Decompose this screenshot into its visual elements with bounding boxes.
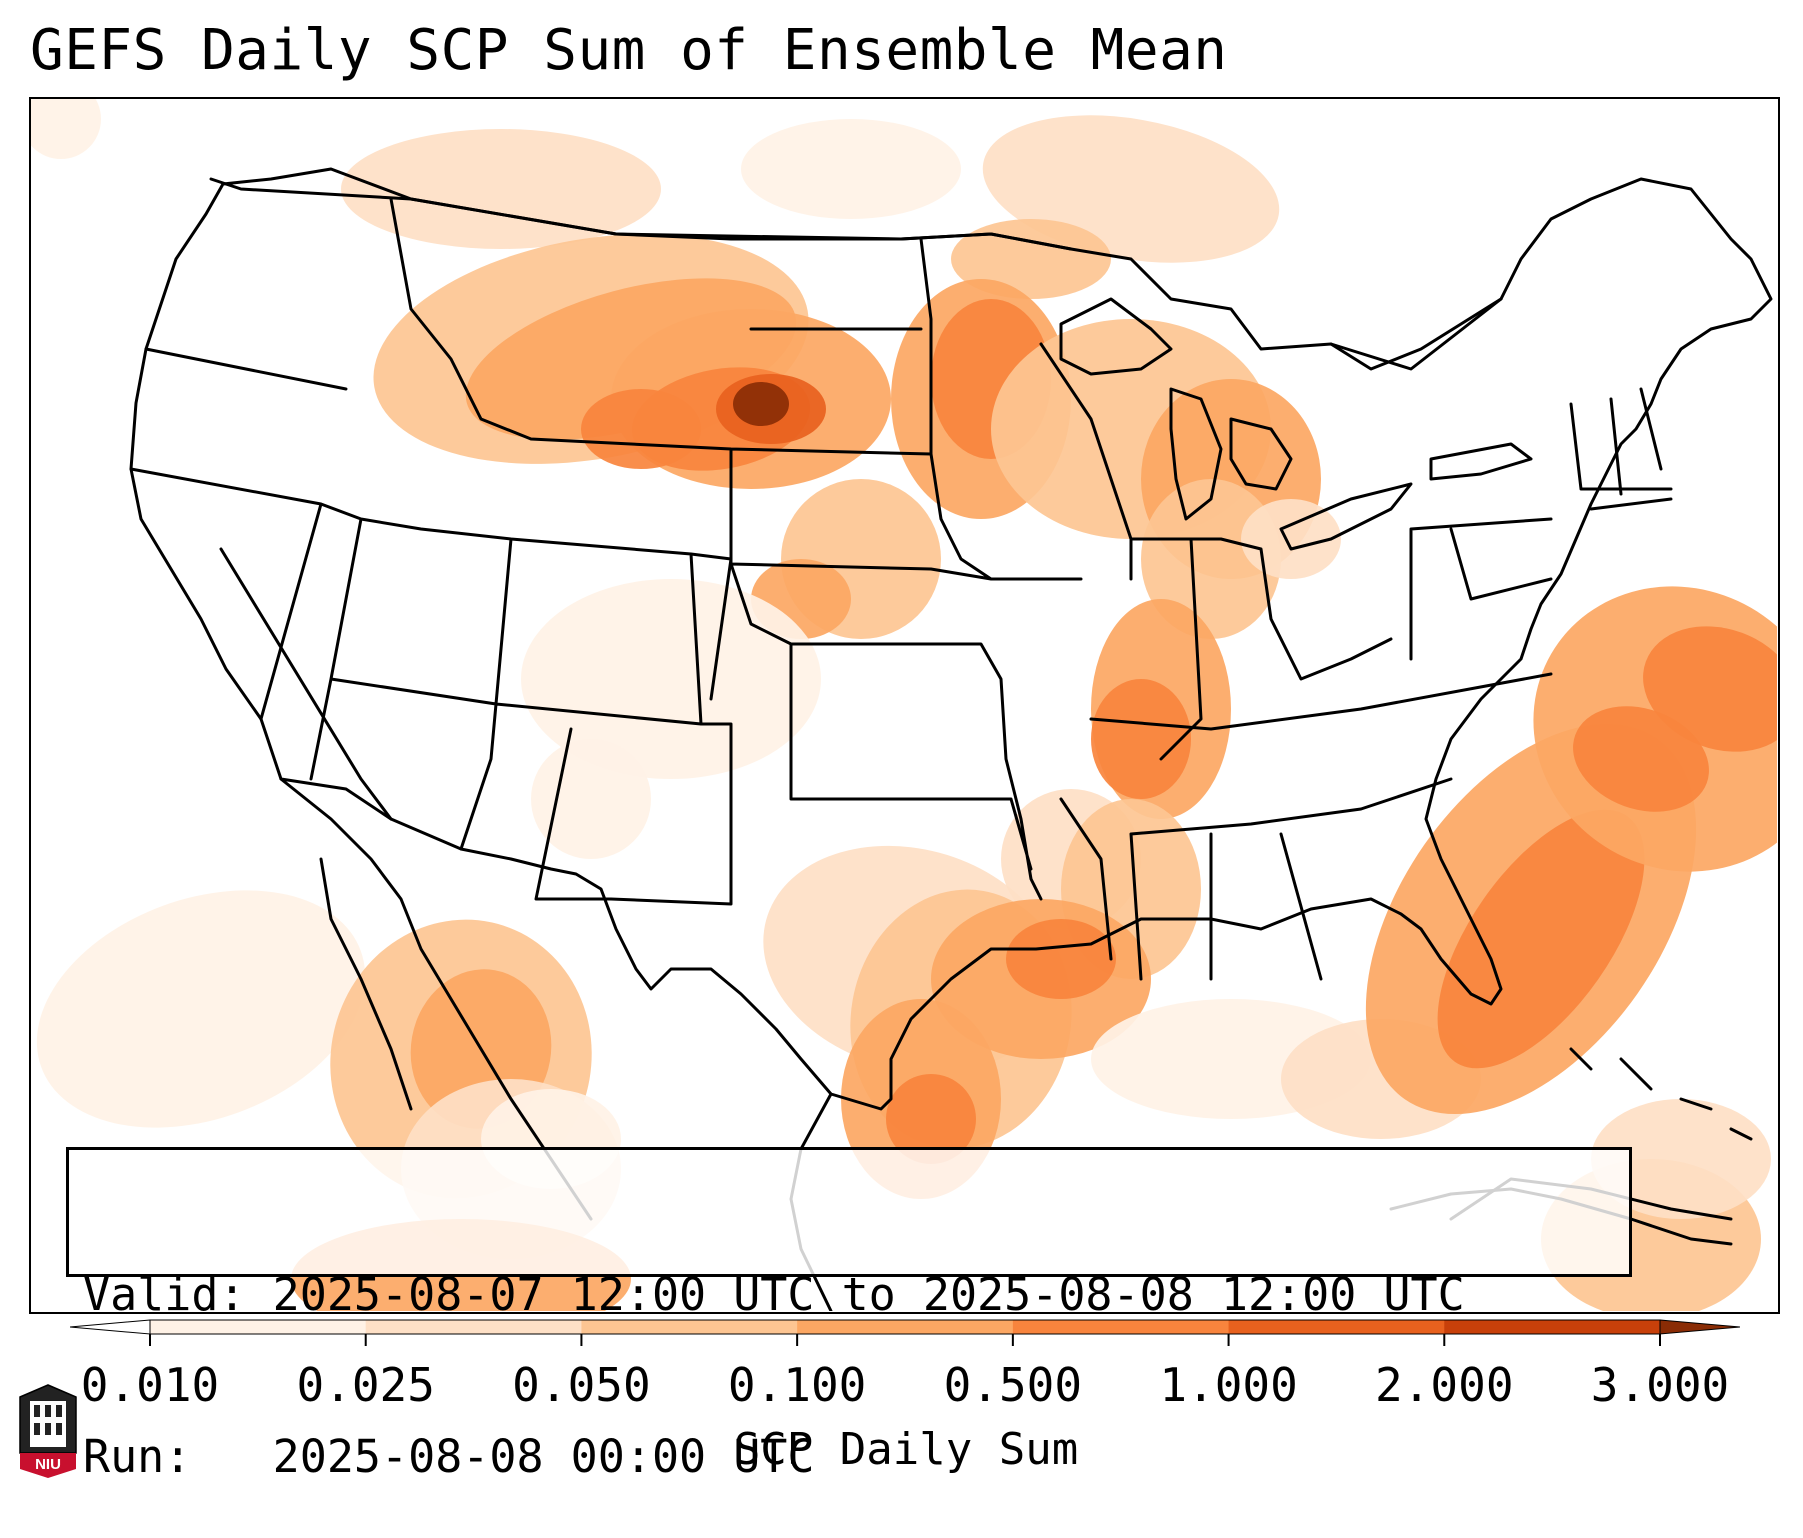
scp-field-cell xyxy=(1241,499,1341,579)
scp-field-cell xyxy=(886,1074,976,1164)
scp-field-cell xyxy=(521,579,821,779)
state-lines-east xyxy=(1039,342,1553,981)
colorbar-tick-label: 0.500 xyxy=(943,1358,1083,1412)
colorbar-segment xyxy=(150,1320,367,1334)
map-panel[interactable] xyxy=(29,97,1780,1314)
colorbar xyxy=(70,1319,1740,1346)
colorbar-over-extend xyxy=(1659,1319,1740,1335)
state-lines-west xyxy=(129,347,733,906)
colorbar-segments xyxy=(70,1319,1740,1335)
mexico-region xyxy=(279,777,1733,1311)
colorbar-tick-label: 3.000 xyxy=(1590,1358,1730,1412)
scp-field-cell xyxy=(951,219,1111,299)
colorbar-tick-label: 0.010 xyxy=(80,1358,220,1412)
colorbar-under-extend xyxy=(70,1319,151,1335)
colorbar-label: SCP Daily Sum xyxy=(733,1424,1079,1475)
state-lines-plains xyxy=(389,197,1083,901)
run-time-text: Run: 2025-08-08 00:00 UTC xyxy=(83,1430,815,1483)
state-lines-northeast xyxy=(1569,387,1673,511)
colorbar-ticks xyxy=(149,1334,1661,1346)
scp-field-cell xyxy=(1591,1099,1771,1219)
colorbar-segment xyxy=(1012,1320,1230,1334)
canada-border xyxy=(209,177,1503,371)
valid-time-text: Valid: 2025-08-07 12:00 UTC to 2025-08-0… xyxy=(83,1268,1465,1321)
scp-field-cell xyxy=(1141,479,1281,639)
scp-field-cell xyxy=(531,739,651,859)
colorbar-tick-label: 0.025 xyxy=(296,1358,435,1412)
colorbar-segment xyxy=(1444,1320,1661,1334)
colorbar-tick-label: 2.000 xyxy=(1375,1358,1514,1412)
scp-field-cell xyxy=(36,890,366,1128)
colorbar-segment xyxy=(365,1320,582,1334)
colorbar-segment xyxy=(1228,1320,1445,1334)
scp-field-cell xyxy=(1091,679,1191,799)
colorbar-tick-label: 0.050 xyxy=(512,1358,651,1412)
university-tower-icon: NIU xyxy=(19,1384,77,1478)
colorbar-segment xyxy=(797,1320,1014,1334)
scp-field-cell xyxy=(1643,626,1777,752)
scp-field-cell xyxy=(1006,919,1116,999)
logo-text: NIU xyxy=(35,1456,61,1473)
chart-title: GEFS Daily SCP Sum of Ensemble Mean xyxy=(30,18,1228,83)
great-lakes xyxy=(1059,297,1533,551)
scp-field-cell xyxy=(733,382,789,426)
scp-field-cell xyxy=(31,99,101,159)
scp-field-cell xyxy=(1573,706,1709,812)
scp-field-cell xyxy=(341,129,661,249)
colorbar-segment xyxy=(581,1320,798,1334)
validity-info-box: Valid: 2025-08-07 12:00 UTC to 2025-08-0… xyxy=(66,1147,1632,1483)
colorbar-tick-label: 1.000 xyxy=(1159,1358,1298,1412)
scp-field-cell xyxy=(741,119,961,219)
colorbar-tick-label: 0.100 xyxy=(727,1358,867,1412)
map-canvas xyxy=(31,99,1777,1311)
scp-field-layer xyxy=(31,99,1777,1311)
usa-outline xyxy=(129,167,1773,1111)
scp-field-cell xyxy=(581,389,701,469)
